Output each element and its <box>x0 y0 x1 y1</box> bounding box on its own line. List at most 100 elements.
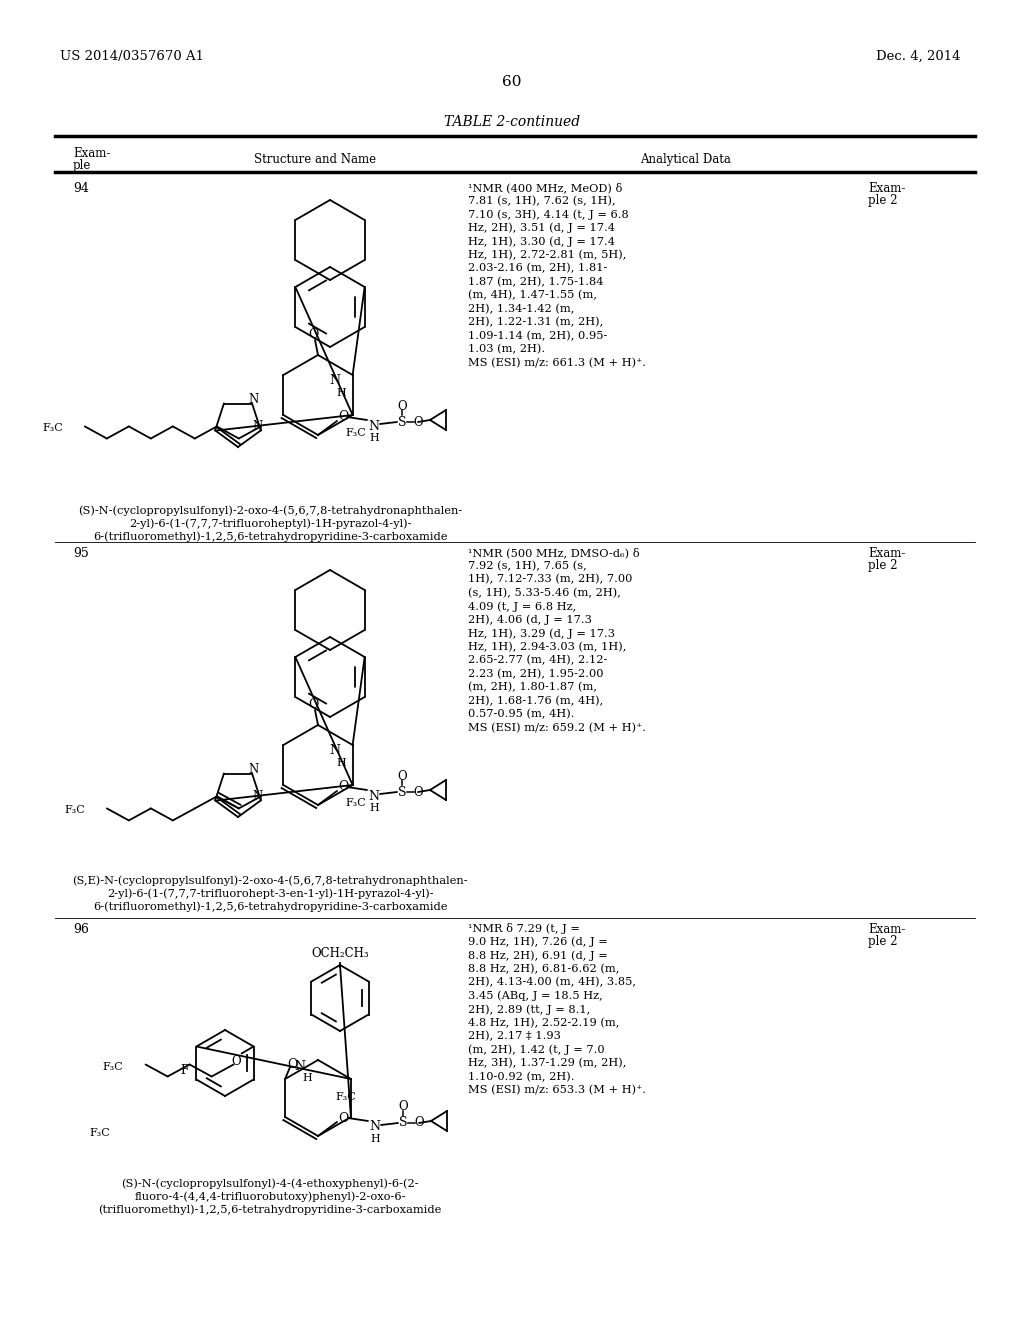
Text: ¹NMR δ 7.29 (t, J =: ¹NMR δ 7.29 (t, J = <box>468 923 580 935</box>
Text: O: O <box>414 416 423 429</box>
Text: 2-yl)-6-(1-(7,7,7-trifluorohept-3-en-1-yl)-1H-pyrazol-4-yl)-: 2-yl)-6-(1-(7,7,7-trifluorohept-3-en-1-y… <box>106 888 433 899</box>
Text: H: H <box>369 803 379 813</box>
Text: 2H), 4.06 (d, J = 17.3: 2H), 4.06 (d, J = 17.3 <box>468 615 592 626</box>
Text: F₃C: F₃C <box>345 799 366 808</box>
Text: fluoro-4-(4,4,4-trifluorobutoxy)phenyl)-2-oxo-6-: fluoro-4-(4,4,4-trifluorobutoxy)phenyl)-… <box>134 1191 406 1201</box>
Text: O: O <box>231 1055 242 1068</box>
Text: (S)-N-(cyclopropylsulfonyl)-2-oxo-4-(5,6,7,8-tetrahydronaphthalen-: (S)-N-(cyclopropylsulfonyl)-2-oxo-4-(5,6… <box>78 506 462 516</box>
Text: O: O <box>308 329 318 342</box>
Text: H: H <box>369 433 379 444</box>
Text: OCH₂CH₃: OCH₂CH₃ <box>311 946 369 960</box>
Text: N: N <box>329 744 340 758</box>
Text: 2.23 (m, 2H), 1.95-2.00: 2.23 (m, 2H), 1.95-2.00 <box>468 668 603 678</box>
Text: 4.09 (t, J = 6.8 Hz,: 4.09 (t, J = 6.8 Hz, <box>468 601 577 611</box>
Text: 2-yl)-6-(1-(7,7,7-trifluoroheptyl)-1H-pyrazol-4-yl)-: 2-yl)-6-(1-(7,7,7-trifluoroheptyl)-1H-py… <box>129 517 412 528</box>
Text: MS (ESI) m/z: 653.3 (M + H)⁺.: MS (ESI) m/z: 653.3 (M + H)⁺. <box>468 1085 646 1096</box>
Text: 2H), 4.13-4.00 (m, 4H), 3.85,: 2H), 4.13-4.00 (m, 4H), 3.85, <box>468 977 636 987</box>
Text: F: F <box>180 1064 188 1077</box>
Text: O: O <box>287 1057 297 1071</box>
Text: O: O <box>414 1117 424 1130</box>
Text: F₃C: F₃C <box>345 428 366 438</box>
Text: N: N <box>253 789 263 803</box>
Text: 0.57-0.95 (m, 4H).: 0.57-0.95 (m, 4H). <box>468 709 574 719</box>
Text: 2.65-2.77 (m, 4H), 2.12-: 2.65-2.77 (m, 4H), 2.12- <box>468 655 607 665</box>
Text: 1.03 (m, 2H).: 1.03 (m, 2H). <box>468 345 545 354</box>
Text: O: O <box>308 698 318 711</box>
Text: N: N <box>369 789 380 803</box>
Text: 7.81 (s, 1H), 7.62 (s, 1H),: 7.81 (s, 1H), 7.62 (s, 1H), <box>468 195 615 206</box>
Text: F₃C: F₃C <box>65 805 85 816</box>
Text: Exam-: Exam- <box>868 182 905 195</box>
Text: 60: 60 <box>502 75 522 88</box>
Text: H: H <box>302 1073 312 1082</box>
Text: 1.87 (m, 2H), 1.75-1.84: 1.87 (m, 2H), 1.75-1.84 <box>468 276 603 286</box>
Text: N: N <box>370 1121 381 1134</box>
Text: 2H), 1.34-1.42 (m,: 2H), 1.34-1.42 (m, <box>468 304 574 314</box>
Text: F₃C: F₃C <box>336 1092 356 1102</box>
Text: Exam-: Exam- <box>868 546 905 560</box>
Text: 9.0 Hz, 1H), 7.26 (d, J =: 9.0 Hz, 1H), 7.26 (d, J = <box>468 936 608 946</box>
Text: S: S <box>397 416 407 429</box>
Text: Hz, 1H), 2.72-2.81 (m, 5H),: Hz, 1H), 2.72-2.81 (m, 5H), <box>468 249 627 260</box>
Text: Hz, 1H), 3.29 (d, J = 17.3: Hz, 1H), 3.29 (d, J = 17.3 <box>468 628 615 639</box>
Text: O: O <box>338 780 348 793</box>
Text: 6-(trifluoromethyl)-1,2,5,6-tetrahydropyridine-3-carboxamide: 6-(trifluoromethyl)-1,2,5,6-tetrahydropy… <box>93 531 447 541</box>
Text: 4.8 Hz, 1H), 2.52-2.19 (m,: 4.8 Hz, 1H), 2.52-2.19 (m, <box>468 1018 620 1028</box>
Text: Exam-: Exam- <box>868 923 905 936</box>
Text: 2H), 2.89 (tt, J = 8.1,: 2H), 2.89 (tt, J = 8.1, <box>468 1005 590 1015</box>
Text: 95: 95 <box>73 546 89 560</box>
Text: MS (ESI) m/z: 659.2 (M + H)⁺.: MS (ESI) m/z: 659.2 (M + H)⁺. <box>468 722 646 733</box>
Text: (S)-N-(cyclopropylsulfonyl)-4-(4-ethoxyphenyl)-6-(2-: (S)-N-(cyclopropylsulfonyl)-4-(4-ethoxyp… <box>121 1177 419 1188</box>
Text: ¹NMR (500 MHz, DMSO-d₆) δ: ¹NMR (500 MHz, DMSO-d₆) δ <box>468 546 640 558</box>
Text: O: O <box>414 785 423 799</box>
Text: ¹NMR (400 MHz, MeOD) δ: ¹NMR (400 MHz, MeOD) δ <box>468 182 623 193</box>
Text: N: N <box>295 1060 305 1072</box>
Text: 7.92 (s, 1H), 7.65 (s,: 7.92 (s, 1H), 7.65 (s, <box>468 561 587 570</box>
Text: 8.8 Hz, 2H), 6.91 (d, J =: 8.8 Hz, 2H), 6.91 (d, J = <box>468 950 608 961</box>
Text: 2H), 1.68-1.76 (m, 4H),: 2H), 1.68-1.76 (m, 4H), <box>468 696 603 706</box>
Text: ple: ple <box>73 158 91 172</box>
Text: F₃C: F₃C <box>42 424 62 433</box>
Text: F₃C: F₃C <box>90 1129 111 1138</box>
Text: US 2014/0357670 A1: US 2014/0357670 A1 <box>60 50 204 63</box>
Text: 2.03-2.16 (m, 2H), 1.81-: 2.03-2.16 (m, 2H), 1.81- <box>468 263 607 273</box>
Text: 1.09-1.14 (m, 2H), 0.95-: 1.09-1.14 (m, 2H), 0.95- <box>468 330 607 341</box>
Text: Structure and Name: Structure and Name <box>254 153 376 166</box>
Text: N: N <box>253 420 263 433</box>
Text: (S,E)-N-(cyclopropylsulfonyl)-2-oxo-4-(5,6,7,8-tetrahydronaphthalen-: (S,E)-N-(cyclopropylsulfonyl)-2-oxo-4-(5… <box>72 875 468 886</box>
Text: O: O <box>338 1111 348 1125</box>
Text: N: N <box>329 375 340 388</box>
Text: (m, 4H), 1.47-1.55 (m,: (m, 4H), 1.47-1.55 (m, <box>468 290 597 301</box>
Text: 6-(trifluoromethyl)-1,2,5,6-tetrahydropyridine-3-carboxamide: 6-(trifluoromethyl)-1,2,5,6-tetrahydropy… <box>93 902 447 912</box>
Text: 1.10-0.92 (m, 2H).: 1.10-0.92 (m, 2H). <box>468 1072 574 1082</box>
Text: 2H), 1.22-1.31 (m, 2H),: 2H), 1.22-1.31 (m, 2H), <box>468 317 603 327</box>
Text: MS (ESI) m/z: 661.3 (M + H)⁺.: MS (ESI) m/z: 661.3 (M + H)⁺. <box>468 358 646 368</box>
Text: H: H <box>337 388 346 399</box>
Text: O: O <box>397 400 407 412</box>
Text: Hz, 1H), 2.94-3.03 (m, 1H),: Hz, 1H), 2.94-3.03 (m, 1H), <box>468 642 627 652</box>
Text: O: O <box>398 1101 408 1114</box>
Text: ple 2: ple 2 <box>868 558 897 572</box>
Text: (trifluoromethyl)-1,2,5,6-tetrahydropyridine-3-carboxamide: (trifluoromethyl)-1,2,5,6-tetrahydropyri… <box>98 1204 441 1214</box>
Text: Hz, 3H), 1.37-1.29 (m, 2H),: Hz, 3H), 1.37-1.29 (m, 2H), <box>468 1059 627 1068</box>
Text: N: N <box>369 420 380 433</box>
Text: N: N <box>248 393 258 407</box>
Text: (m, 2H), 1.42 (t, J = 7.0: (m, 2H), 1.42 (t, J = 7.0 <box>468 1044 604 1055</box>
Text: S: S <box>397 785 407 799</box>
Text: Analytical Data: Analytical Data <box>640 153 731 166</box>
Text: F₃C: F₃C <box>102 1061 124 1072</box>
Text: 94: 94 <box>73 182 89 195</box>
Text: TABLE 2-continued: TABLE 2-continued <box>444 115 580 129</box>
Text: (m, 2H), 1.80-1.87 (m,: (m, 2H), 1.80-1.87 (m, <box>468 682 597 693</box>
Text: O: O <box>397 770 407 783</box>
Text: ple 2: ple 2 <box>868 194 897 207</box>
Text: 2H), 2.17 ‡ 1.93: 2H), 2.17 ‡ 1.93 <box>468 1031 561 1041</box>
Text: 3.45 (ABq, J = 18.5 Hz,: 3.45 (ABq, J = 18.5 Hz, <box>468 990 603 1001</box>
Text: (s, 1H), 5.33-5.46 (m, 2H),: (s, 1H), 5.33-5.46 (m, 2H), <box>468 587 621 598</box>
Text: Dec. 4, 2014: Dec. 4, 2014 <box>876 50 961 63</box>
Text: ple 2: ple 2 <box>868 935 897 948</box>
Text: H: H <box>337 758 346 768</box>
Text: 96: 96 <box>73 923 89 936</box>
Text: 7.10 (s, 3H), 4.14 (t, J = 6.8: 7.10 (s, 3H), 4.14 (t, J = 6.8 <box>468 209 629 219</box>
Text: Exam-: Exam- <box>73 147 111 160</box>
